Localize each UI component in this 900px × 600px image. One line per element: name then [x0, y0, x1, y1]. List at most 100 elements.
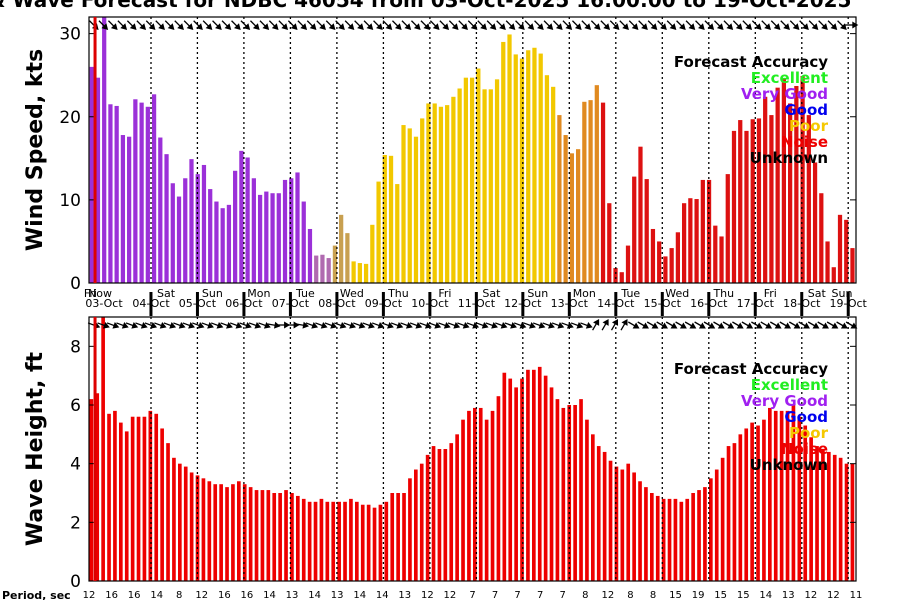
wind-bar — [544, 75, 550, 283]
arrow-head — [224, 23, 232, 30]
arrow-head — [442, 23, 450, 30]
wave-bar — [319, 498, 324, 581]
wave-direction-arrow — [513, 322, 527, 329]
wave-direction-arrow — [210, 322, 224, 329]
arrow-head — [368, 322, 375, 329]
arrow-head — [169, 322, 177, 329]
day-separator — [567, 292, 571, 316]
legend-item: Excellent — [751, 376, 828, 394]
wind-bar — [756, 118, 762, 283]
wave-direction-arrow — [400, 322, 413, 329]
wave-direction-arrow — [620, 318, 628, 331]
wave-bar — [478, 407, 483, 581]
wind-bar — [295, 172, 300, 283]
wind-bar — [382, 154, 387, 283]
arrow-head — [803, 322, 810, 329]
wind-y-tick-label: 20 — [59, 108, 81, 128]
period-value: 19 — [692, 590, 705, 600]
arrow-head — [159, 322, 167, 329]
wave-bar — [183, 466, 188, 581]
wave-direction-arrow — [173, 322, 186, 329]
wave-bar — [532, 369, 536, 581]
wave-direction-arrow — [229, 322, 243, 329]
wind-bar — [208, 189, 213, 283]
wind-bar — [95, 77, 101, 284]
arrow-head — [462, 322, 470, 329]
wave-direction-arrow — [760, 321, 773, 329]
wave-direction-arrow — [315, 322, 328, 329]
wind-bar — [800, 76, 805, 284]
day-label: Tue — [620, 287, 640, 300]
wave-bars — [89, 317, 855, 581]
legend-title: Forecast Accuracy — [674, 53, 828, 71]
wind-bar — [850, 248, 855, 283]
wave-bar — [260, 490, 265, 581]
wind-bar — [526, 50, 531, 283]
arrow-head — [197, 322, 205, 329]
arrow-head — [641, 23, 648, 30]
wave-direction-arrow — [523, 322, 536, 329]
wind-direction-arrow — [401, 20, 412, 30]
wind-bar — [669, 248, 674, 283]
wave-bar — [827, 451, 831, 581]
wave-direction-arrow — [722, 321, 735, 329]
day-separator — [288, 292, 292, 316]
wave-bar — [679, 501, 684, 581]
wave-bar — [254, 490, 259, 581]
arrow-head — [584, 23, 592, 30]
arrow-head — [177, 23, 184, 30]
arrow-head — [243, 23, 251, 30]
wind-bar — [201, 164, 207, 283]
arrow-head — [754, 23, 762, 30]
wave-bar — [414, 469, 418, 581]
wind-bar — [825, 241, 830, 283]
wave-bar — [284, 490, 288, 581]
wave-bar — [119, 422, 123, 581]
wind-bar — [370, 224, 375, 283]
wave-direction-arrow — [542, 322, 555, 329]
wave-bar — [709, 478, 713, 581]
legend-item: Very Good — [741, 85, 828, 103]
wind-bar — [307, 228, 313, 283]
arrow-head — [602, 318, 609, 326]
wave-bar — [638, 481, 642, 581]
day-label: Thu — [712, 287, 734, 300]
arrow-head — [745, 23, 753, 30]
arrow-head — [263, 322, 271, 329]
legend-item: Poor — [789, 424, 829, 442]
wind-bar — [463, 77, 468, 284]
wave-bar — [408, 478, 412, 581]
arrow-head — [593, 318, 600, 326]
wind-direction-arrow — [363, 20, 374, 30]
wind-bar — [725, 174, 730, 283]
arrow-head — [339, 322, 347, 329]
wind-direction-arrow — [628, 20, 639, 30]
wind-direction-arrow — [543, 20, 554, 30]
day-label: Thu — [387, 287, 409, 300]
period-value: 16 — [218, 590, 231, 600]
period-value: 12 — [602, 590, 615, 600]
wave-bar — [815, 446, 819, 581]
arrow-head — [566, 322, 574, 329]
wind-bar — [183, 178, 188, 283]
arrow-head — [461, 23, 468, 30]
wind-direction-arrow — [571, 20, 582, 30]
arrow-head — [281, 23, 289, 30]
arrow-head — [632, 322, 640, 329]
wave-bar — [473, 407, 477, 581]
wind-direction-arrow — [808, 20, 819, 30]
arrow-head — [840, 322, 848, 329]
wave-direction-arrow — [703, 321, 716, 329]
day-separator — [335, 292, 339, 316]
wave-bar — [248, 487, 253, 581]
wave-bar — [714, 469, 719, 581]
arrow-head — [451, 23, 459, 30]
wave-direction-arrow — [220, 322, 233, 329]
wind-bar — [301, 201, 306, 283]
arrow-head — [424, 322, 432, 329]
wave-bar — [178, 463, 182, 581]
wave-bar — [296, 495, 300, 581]
wave-bar — [773, 410, 778, 581]
period-value: 7 — [469, 590, 475, 600]
wave-bar — [484, 419, 489, 581]
